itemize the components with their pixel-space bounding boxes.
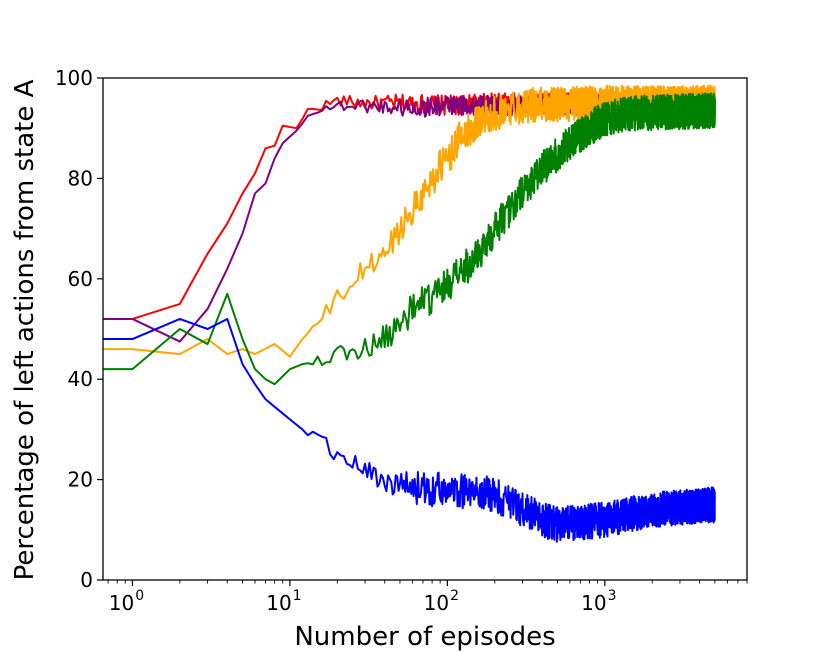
y-tick-label: 60 [68, 267, 93, 291]
y-axis-label: Percentage of left actions from state A [10, 79, 40, 580]
y-tick-label: 80 [68, 166, 93, 190]
series-line-blue [103, 317, 716, 543]
x-axis: 100 101 102 103 [107, 580, 748, 615]
x-tick-label: 100 [109, 588, 144, 615]
x-tick-label: 101 [266, 588, 301, 615]
x-tick-label: 102 [424, 588, 459, 615]
x-axis-label: Number of episodes [294, 622, 555, 652]
plot-frame [102, 77, 748, 581]
y-tick-label: 0 [80, 568, 93, 592]
y-tick-label: 20 [68, 468, 93, 492]
series-line-orange [103, 84, 716, 358]
x-tick-label: 103 [581, 588, 616, 615]
y-tick-label: 100 [55, 66, 93, 90]
series-layer [103, 84, 716, 543]
series-line-green [103, 92, 716, 386]
y-axis: 0 20 40 60 80 100 [55, 66, 103, 592]
y-tick-label: 40 [68, 367, 93, 391]
